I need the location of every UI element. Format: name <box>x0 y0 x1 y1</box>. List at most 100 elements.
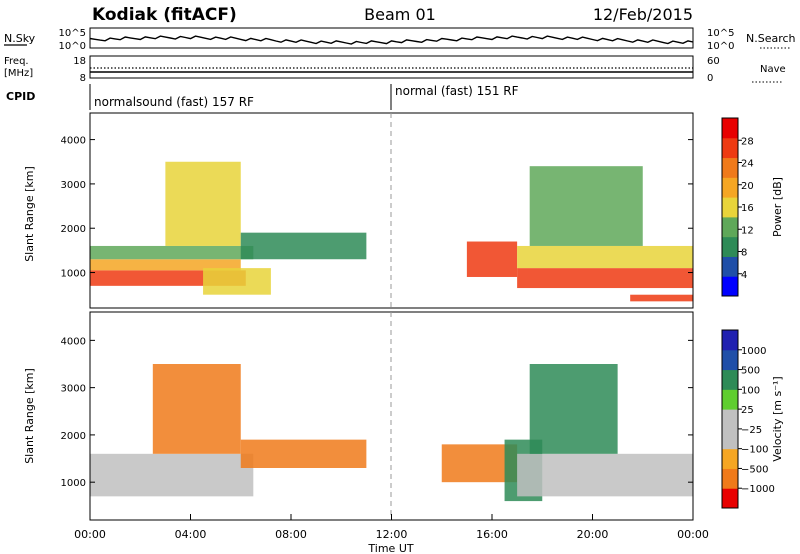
x-tick-label: 00:00 <box>74 528 106 541</box>
velocity-colorbar-cells <box>722 330 738 509</box>
freq-left-tick-top: 18 <box>73 56 86 67</box>
nsky-panel: N.Sky 10^5 10^0 10^5 10^0 N.Search <box>4 27 796 52</box>
power-region-8 <box>517 268 693 289</box>
velocity-data-regions <box>90 364 693 502</box>
power-region-2 <box>90 259 241 271</box>
colorbar-cell <box>722 409 738 430</box>
colorbar-cell <box>722 177 738 198</box>
nsky-trace <box>89 35 694 45</box>
y-tick-label: 2000 <box>61 431 86 442</box>
velocity-region-3 <box>240 439 367 468</box>
colorbar-tick-label: 24 <box>741 159 754 170</box>
colorbar-cell <box>722 369 738 390</box>
y-tick-label: 4000 <box>61 136 86 147</box>
nsky-frame <box>89 27 694 49</box>
colorbar-cell <box>722 349 738 371</box>
power-colorbar: 28 24 20 16 12 8 4 Power [dB] <box>721 117 784 297</box>
velocity-colorbar-frame <box>721 329 739 509</box>
date-title: 12/Feb/2015 <box>593 5 693 24</box>
colorbar-cell <box>722 488 738 509</box>
colorbar-tick-label: 16 <box>741 203 754 214</box>
colorbar-cell <box>722 137 738 159</box>
freq-label-line1: Freq. <box>4 56 29 67</box>
x-tick-label: 16:00 <box>476 528 508 541</box>
power-region-5 <box>240 232 367 260</box>
power-colorbar-ticks: 28 24 20 16 12 8 4 <box>738 136 754 281</box>
velocity-region-2 <box>152 364 241 454</box>
station-title: Kodiak (fitACF) <box>92 5 237 25</box>
colorbar-tick-label: −25 <box>741 425 762 436</box>
freq-label-line2: [MHz] <box>4 68 33 79</box>
colorbar-tick-label: 28 <box>741 136 754 147</box>
colorbar-cell <box>722 157 738 178</box>
colorbar-cell <box>722 428 738 450</box>
colorbar-tick-label: 500 <box>741 366 760 377</box>
power-region-7 <box>466 241 518 277</box>
power-data-regions <box>90 161 693 302</box>
colorbar-tick-label: 12 <box>741 225 754 236</box>
y-tick-label: 1000 <box>61 478 86 489</box>
colorbar-cell <box>722 448 738 469</box>
freq-left-tick-bottom: 8 <box>80 73 86 84</box>
power-region-3 <box>90 245 254 260</box>
colorbar-cell <box>722 468 738 489</box>
x-tick-label: 08:00 <box>275 528 307 541</box>
colorbar-tick-label: 25 <box>741 405 754 416</box>
velocity-colorbar-ticks: 1000 500 100 25 −25 −100 −500 −1000 <box>738 346 775 495</box>
colorbar-tick-label: 1000 <box>741 346 766 357</box>
velocity-y-axis-label: Slant Range [km] <box>23 368 36 464</box>
nsearch-label: N.Search <box>746 32 796 45</box>
power-colorbar-label: Power [dB] <box>771 177 784 237</box>
x-tick-label: 12:00 <box>376 528 408 541</box>
velocity-region-6 <box>517 453 693 497</box>
power-region-9 <box>517 245 693 269</box>
cpid-mode-1: normalsound (fast) 157 RF <box>94 95 254 109</box>
power-region-10 <box>529 166 643 246</box>
power-region-6 <box>203 268 271 295</box>
colorbar-tick-label: 8 <box>741 248 747 259</box>
y-tick-label: 4000 <box>61 336 86 347</box>
velocity-colorbar-label: Velocity [m s⁻¹] <box>771 376 784 461</box>
y-tick-label: 2000 <box>61 224 86 235</box>
colorbar-cell <box>722 118 738 139</box>
colorbar-cell <box>722 330 738 351</box>
power-panel: 1000 2000 3000 4000 Slant Range [km] <box>23 112 694 309</box>
colorbar-cell <box>722 216 738 238</box>
velocity-x-ticks: 00:00 04:00 08:00 12:00 16:00 20:00 00:00 <box>74 514 709 541</box>
cpid-strip: CPID normalsound (fast) 157 RF normal (f… <box>6 84 519 110</box>
colorbar-tick-label: −1000 <box>741 484 775 495</box>
velocity-panel: 1000 2000 3000 4000 00:00 04:00 08:00 12:00 16:… <box>23 311 709 554</box>
power-region-4 <box>165 161 241 246</box>
colorbar-tick-label: −500 <box>741 464 768 475</box>
power-colorbar-cells <box>722 118 738 297</box>
power-y-axis-label: Slant Range [km] <box>23 166 36 262</box>
power-y-ticks: 1000 2000 3000 4000 <box>61 136 693 280</box>
nave-right-tick-top: 60 <box>707 56 720 67</box>
x-axis-label: Time UT <box>367 542 413 554</box>
colorbar-tick-label: 20 <box>741 181 754 192</box>
nsky-label: N.Sky <box>4 32 36 45</box>
nsky-left-tick-bottom: 10^0 <box>59 41 86 52</box>
y-tick-label: 3000 <box>61 180 86 191</box>
colorbar-cell <box>722 256 738 277</box>
nsky-right-tick-top: 10^5 <box>707 28 734 39</box>
beam-title: Beam 01 <box>364 5 436 24</box>
colorbar-cell <box>722 197 738 218</box>
velocity-region-7 <box>529 364 618 454</box>
colorbar-tick-label: −100 <box>741 445 768 456</box>
nave-right-tick-bottom: 0 <box>707 73 713 84</box>
colorbar-cell <box>722 276 738 297</box>
y-tick-label: 1000 <box>61 269 86 280</box>
freq-panel: Freq. [MHz] 18 8 60 0 Nave <box>4 55 786 84</box>
power-region-11 <box>630 294 693 302</box>
cpid-label: CPID <box>6 90 35 103</box>
x-tick-label: 20:00 <box>577 528 609 541</box>
nave-label: Nave <box>760 64 786 75</box>
y-tick-label: 3000 <box>61 384 86 395</box>
colorbar-tick-label: 4 <box>741 270 747 281</box>
velocity-y-ticks: 1000 2000 3000 4000 <box>61 336 693 489</box>
velocity-region-1 <box>90 453 254 497</box>
x-tick-label: 04:00 <box>175 528 207 541</box>
colorbar-cell <box>722 389 738 410</box>
